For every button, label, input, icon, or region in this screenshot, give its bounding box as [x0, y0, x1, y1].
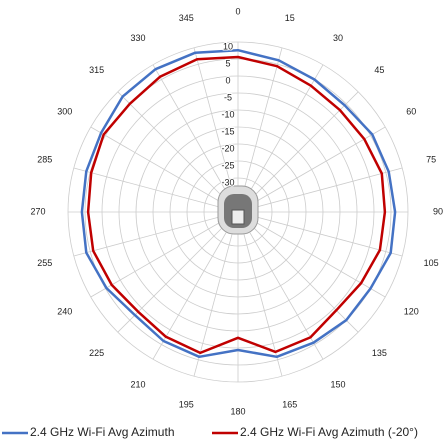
angle-label: 165 — [282, 400, 297, 410]
angle-label: 135 — [372, 348, 387, 358]
series-line — [86, 55, 387, 355]
grid-spoke — [117, 91, 239, 213]
grid-spoke — [237, 126, 386, 213]
angle-label: 300 — [57, 106, 72, 116]
angle-label: 285 — [37, 155, 52, 165]
legend-label: 2.4 GHz Wi-Fi Avg Azimuth (-20°) — [240, 425, 418, 439]
r-tick-label: 10 — [223, 41, 233, 51]
grid-spoke — [152, 64, 239, 213]
grid-spoke — [237, 64, 324, 213]
grid-spoke — [193, 211, 239, 377]
angle-label: 75 — [426, 155, 436, 165]
angle-label: 210 — [130, 380, 145, 390]
grid-spoke — [90, 126, 239, 213]
grid-spoke — [73, 167, 239, 213]
angle-label: 150 — [330, 380, 345, 390]
angle-label: 0 — [235, 6, 240, 16]
r-tick-label: -30 — [221, 177, 234, 187]
r-tick-label: -20 — [221, 143, 234, 153]
r-tick-label: -5 — [224, 92, 232, 102]
grid-spoke — [237, 211, 359, 333]
r-tick-label: 5 — [225, 58, 230, 68]
angle-label: 270 — [30, 206, 45, 216]
angle-label: 255 — [37, 258, 52, 268]
grid — [67, 41, 409, 383]
angle-label: 120 — [404, 306, 419, 316]
angle-label: 90 — [433, 206, 443, 216]
r-tick-label: -25 — [221, 160, 234, 170]
angle-label: 105 — [424, 258, 439, 268]
angle-label: 195 — [179, 400, 194, 410]
angle-label: 30 — [333, 33, 343, 43]
grid-spoke — [152, 211, 239, 360]
grid-spoke — [73, 211, 239, 257]
angle-label: 225 — [89, 348, 104, 358]
angle-label: 315 — [89, 65, 104, 75]
angle-label: 60 — [406, 106, 416, 116]
grid-spoke — [193, 47, 239, 213]
legend: 2.4 GHz Wi-Fi Avg Azimuth 2.4 GHz Wi-Fi A… — [2, 425, 418, 439]
grid-spoke — [90, 211, 239, 298]
angle-label: 345 — [179, 13, 194, 23]
grid-spoke — [237, 211, 283, 377]
grid-spoke — [237, 211, 386, 298]
series-line — [80, 48, 397, 359]
angle-label: 330 — [130, 33, 145, 43]
r-tick-label: -10 — [221, 109, 234, 119]
device-icon — [217, 185, 259, 235]
grid-spoke — [237, 211, 403, 257]
r-tick-label: 0 — [225, 75, 230, 85]
legend-label: 2.4 GHz Wi-Fi Avg Azimuth — [30, 425, 175, 439]
grid-spoke — [237, 47, 283, 213]
grid-spoke — [117, 211, 239, 333]
angle-label: 15 — [285, 13, 295, 23]
angle-label: 180 — [230, 406, 245, 416]
angle-label: 45 — [374, 65, 384, 75]
grid-spoke — [237, 91, 359, 213]
grid-spoke — [237, 211, 324, 360]
angle-label: 240 — [57, 306, 72, 316]
r-tick-label: -15 — [221, 126, 234, 136]
grid-spoke — [237, 167, 403, 213]
